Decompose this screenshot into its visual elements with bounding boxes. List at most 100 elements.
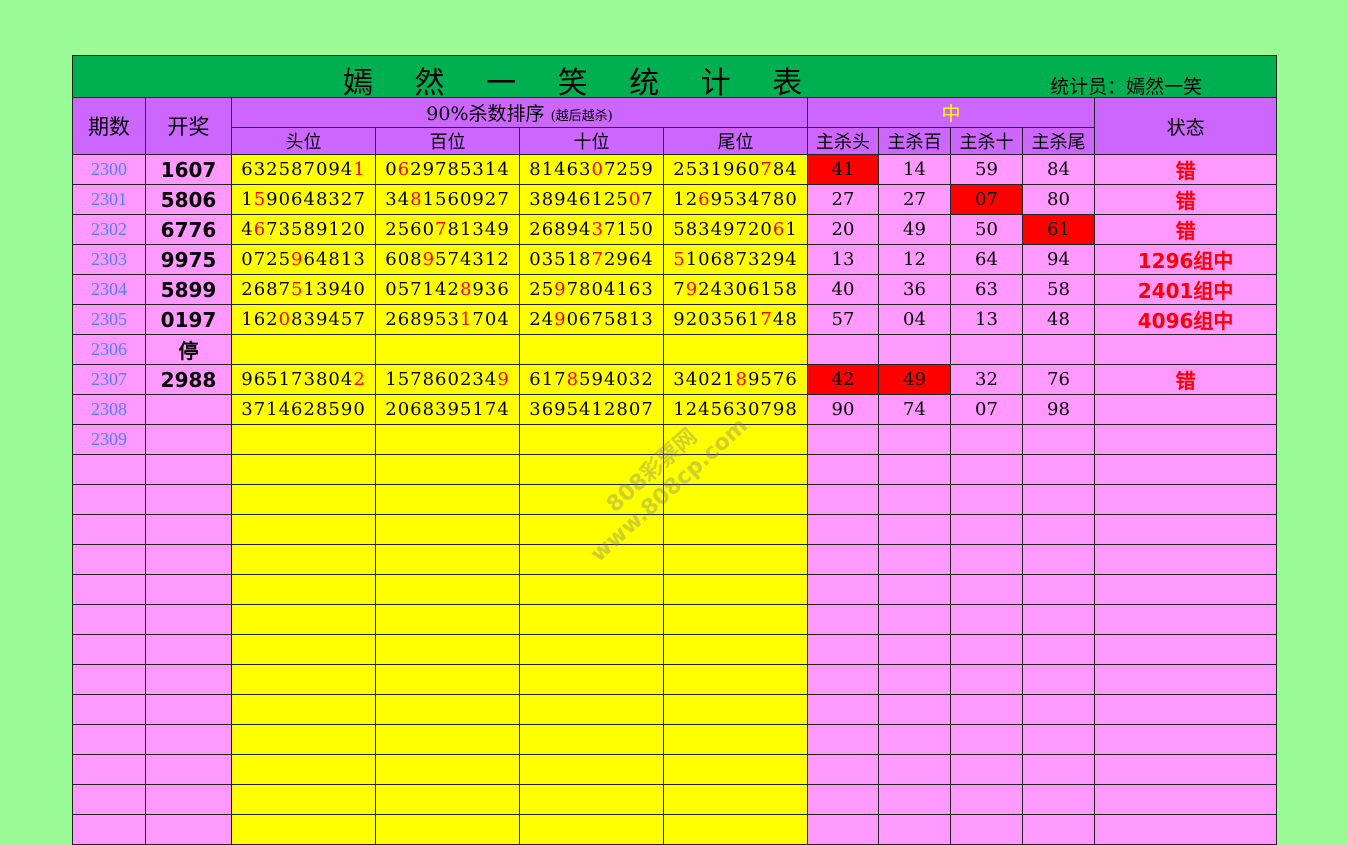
- header-pos-ten[interactable]: 十位: [519, 127, 664, 155]
- draw-cell[interactable]: 5806: [145, 184, 232, 215]
- period-cell[interactable]: [72, 754, 146, 785]
- kill-sequence-cell[interactable]: [231, 634, 376, 665]
- kill-sequence-cell[interactable]: [663, 754, 808, 785]
- draw-cell[interactable]: [145, 424, 232, 455]
- status-cell[interactable]: [1093, 814, 1278, 845]
- period-cell[interactable]: 2308: [72, 394, 146, 425]
- kill-sequence-cell[interactable]: [375, 694, 520, 725]
- main-kill-cell[interactable]: [878, 604, 951, 635]
- draw-cell[interactable]: [145, 454, 232, 485]
- period-cell[interactable]: [72, 694, 146, 725]
- main-kill-cell[interactable]: [807, 634, 879, 665]
- main-kill-cell[interactable]: 36: [878, 274, 951, 305]
- main-kill-cell[interactable]: [807, 664, 879, 695]
- kill-sequence-cell[interactable]: [663, 694, 808, 725]
- main-kill-cell[interactable]: [950, 514, 1023, 545]
- status-cell[interactable]: [1093, 754, 1278, 785]
- header-status[interactable]: 状态: [1093, 97, 1278, 155]
- header-main-ten[interactable]: 主杀十: [950, 127, 1023, 155]
- kill-sequence-cell[interactable]: [231, 574, 376, 605]
- kill-sequence-cell[interactable]: 1620839457: [231, 304, 376, 335]
- kill-sequence-cell[interactable]: 3481560927: [375, 184, 520, 215]
- main-kill-cell[interactable]: 42: [807, 364, 879, 395]
- main-kill-cell[interactable]: 59: [950, 154, 1023, 185]
- main-kill-cell[interactable]: 27: [807, 184, 879, 215]
- kill-sequence-cell[interactable]: [663, 544, 808, 575]
- main-kill-cell[interactable]: 13: [950, 304, 1023, 335]
- main-kill-cell[interactable]: [950, 544, 1023, 575]
- status-cell[interactable]: [1093, 424, 1278, 455]
- kill-sequence-cell[interactable]: 9651738042: [231, 364, 376, 395]
- main-kill-cell[interactable]: 74: [878, 394, 951, 425]
- kill-sequence-cell[interactable]: [375, 634, 520, 665]
- kill-sequence-cell[interactable]: [663, 334, 808, 365]
- status-cell[interactable]: [1093, 514, 1278, 545]
- main-kill-cell[interactable]: 14: [878, 154, 951, 185]
- main-kill-cell[interactable]: [878, 334, 951, 365]
- kill-sequence-cell[interactable]: [375, 544, 520, 575]
- title-cell[interactable]: 嫣 然 一 笑 统 计 表 统计员：嫣然一笑: [71, 55, 1278, 98]
- main-kill-cell[interactable]: [950, 784, 1023, 815]
- status-cell[interactable]: 错: [1093, 184, 1278, 215]
- main-kill-cell[interactable]: 94: [1022, 244, 1095, 275]
- kill-sequence-cell[interactable]: [663, 814, 808, 845]
- status-cell[interactable]: 错: [1093, 154, 1278, 185]
- main-kill-cell[interactable]: [878, 784, 951, 815]
- draw-cell[interactable]: 1607: [145, 154, 232, 185]
- header-pos-hundred[interactable]: 百位: [375, 127, 520, 155]
- period-cell[interactable]: [72, 544, 146, 575]
- main-kill-cell[interactable]: [1022, 454, 1095, 485]
- main-kill-cell[interactable]: [1022, 784, 1095, 815]
- draw-cell[interactable]: 2988: [145, 364, 232, 395]
- main-kill-cell[interactable]: [1022, 754, 1095, 785]
- main-kill-cell[interactable]: [807, 724, 879, 755]
- header-main-hundred[interactable]: 主杀百: [878, 127, 951, 155]
- period-cell[interactable]: 2304: [72, 274, 146, 305]
- draw-cell[interactable]: [145, 484, 232, 515]
- period-cell[interactable]: 2301: [72, 184, 146, 215]
- main-kill-cell[interactable]: [878, 754, 951, 785]
- kill-sequence-cell[interactable]: 5834972061: [663, 214, 808, 245]
- main-kill-cell[interactable]: 90: [807, 394, 879, 425]
- main-kill-cell[interactable]: 27: [878, 184, 951, 215]
- kill-sequence-cell[interactable]: [375, 784, 520, 815]
- draw-cell[interactable]: 9975: [145, 244, 232, 275]
- period-cell[interactable]: 2303: [72, 244, 146, 275]
- main-kill-cell[interactable]: [1022, 694, 1095, 725]
- main-kill-cell[interactable]: 04: [878, 304, 951, 335]
- kill-sequence-cell[interactable]: [375, 814, 520, 845]
- status-cell[interactable]: [1093, 544, 1278, 575]
- main-kill-cell[interactable]: [878, 544, 951, 575]
- kill-sequence-cell[interactable]: [519, 424, 664, 455]
- main-kill-cell[interactable]: [807, 814, 879, 845]
- main-kill-cell[interactable]: [1022, 814, 1095, 845]
- main-kill-cell[interactable]: [950, 484, 1023, 515]
- draw-cell[interactable]: [145, 694, 232, 725]
- kill-sequence-cell[interactable]: 2560781349: [375, 214, 520, 245]
- main-kill-cell[interactable]: [950, 814, 1023, 845]
- main-kill-cell[interactable]: 58: [1022, 274, 1095, 305]
- main-kill-cell[interactable]: 13: [807, 244, 879, 275]
- period-cell[interactable]: [72, 454, 146, 485]
- kill-sequence-cell[interactable]: 1269534780: [663, 184, 808, 215]
- kill-sequence-cell[interactable]: [663, 634, 808, 665]
- kill-sequence-cell[interactable]: 7924306158: [663, 274, 808, 305]
- status-cell[interactable]: [1093, 394, 1278, 425]
- main-kill-cell[interactable]: [950, 634, 1023, 665]
- kill-sequence-cell[interactable]: [231, 664, 376, 695]
- period-cell[interactable]: [72, 634, 146, 665]
- kill-sequence-cell[interactable]: [663, 484, 808, 515]
- kill-sequence-cell[interactable]: [663, 784, 808, 815]
- main-kill-cell[interactable]: [950, 334, 1023, 365]
- main-kill-cell[interactable]: [1022, 724, 1095, 755]
- status-cell[interactable]: [1093, 694, 1278, 725]
- kill-sequence-cell[interactable]: [231, 784, 376, 815]
- kill-sequence-cell[interactable]: 0629785314: [375, 154, 520, 185]
- kill-sequence-cell[interactable]: [663, 724, 808, 755]
- kill-sequence-cell[interactable]: [375, 574, 520, 605]
- main-kill-cell[interactable]: 80: [1022, 184, 1095, 215]
- main-kill-cell[interactable]: 07: [950, 394, 1023, 425]
- kill-sequence-cell[interactable]: 8146307259: [519, 154, 664, 185]
- main-kill-cell[interactable]: [950, 724, 1023, 755]
- main-kill-cell[interactable]: [878, 484, 951, 515]
